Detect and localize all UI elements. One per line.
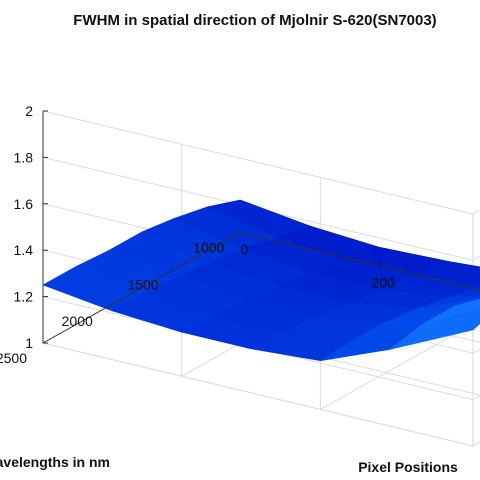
y-tick-label: 1500 — [127, 276, 158, 292]
z-tick-label: 1.2 — [14, 289, 34, 305]
surface-patch — [451, 286, 480, 297]
surface-patch — [419, 295, 480, 309]
x-tick-label: 200 — [371, 275, 395, 291]
y-tick-label: 1000 — [193, 239, 224, 255]
z-tick-label: 1 — [25, 335, 33, 351]
surface-patch — [414, 261, 480, 285]
surface-patch — [422, 298, 480, 325]
z-tick-label: 1.8 — [14, 149, 34, 165]
tick-labels: 11.21.41.61.8210001500200025000200400 — [0, 103, 395, 366]
z-tick-label: 1.4 — [14, 242, 34, 258]
surface-patch — [455, 298, 480, 306]
axis-line — [42, 231, 480, 344]
grid-line — [42, 110, 480, 215]
x-axis-label: Pixel Positions — [358, 459, 458, 475]
z-tick-label: 1.6 — [14, 196, 34, 212]
grid-line — [472, 213, 480, 447]
y-tick-label: 2000 — [62, 313, 93, 329]
surface-dip — [372, 245, 390, 271]
x-tick-label: 0 — [241, 241, 249, 257]
surface — [42, 199, 480, 362]
z-tick-label: 2 — [25, 103, 33, 119]
grid-line — [42, 342, 480, 447]
y-tick-label: 2500 — [0, 350, 27, 366]
axes — [42, 110, 480, 344]
y-axis-label: Wavelengths in nm — [0, 454, 110, 470]
chart-title: FWHM in spatial direction of Mjolnir S-6… — [73, 12, 436, 29]
